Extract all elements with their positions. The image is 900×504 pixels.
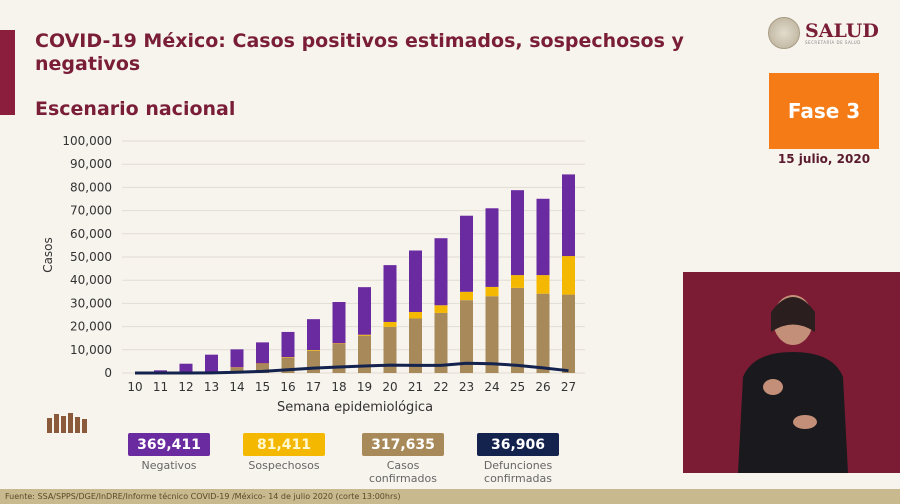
y-tick-label: 20,000: [70, 320, 112, 334]
bar-sospechosos: [332, 343, 346, 344]
total-sospechosos: 81,411: [243, 433, 325, 456]
y-tick-label: 90,000: [70, 157, 112, 171]
y-tick-label: 100,000: [62, 134, 112, 148]
x-tick-label: 16: [280, 380, 295, 394]
bar-negativos: [256, 342, 269, 364]
bar-negativos: [383, 265, 397, 322]
x-tick-label: 20: [382, 380, 397, 394]
bar-confirmados: [434, 312, 448, 373]
bar-sospechosos: [383, 321, 397, 327]
line-defunciones: [135, 361, 569, 375]
x-tick-label: 24: [484, 380, 499, 394]
y-tick-label: 60,000: [70, 227, 112, 241]
phase-badge: Fase 3: [769, 73, 879, 149]
y-tick-label: 70,000: [70, 204, 112, 218]
bar-confirmados: [230, 367, 244, 373]
bar-sospechosos: [562, 256, 575, 295]
bar-sospechosos: [485, 286, 499, 297]
y-tick-label: 40,000: [70, 273, 112, 287]
page-title: COVID-19 México: Casos positivos estimad…: [35, 30, 684, 75]
x-tick-label: 27: [561, 380, 576, 394]
logo-subtext: SECRETARÍA DE SALUD: [805, 39, 861, 45]
bar-sospechosos: [409, 311, 422, 319]
x-tick-label: 23: [459, 380, 474, 394]
bar-sospechosos: [307, 350, 320, 351]
bar-negativos: [281, 331, 295, 358]
bar-negativos: [434, 238, 448, 306]
bar-negativos: [205, 354, 218, 372]
bar-confirmados: [409, 318, 422, 373]
x-axis-label: Semana epidemiológica: [277, 400, 433, 415]
bar-confirmados: [511, 287, 524, 373]
y-tick-label: 50,000: [70, 250, 112, 264]
interpreter-figure: [738, 295, 848, 473]
bar-sospechosos: [281, 357, 295, 358]
x-tick-label: 18: [331, 380, 346, 394]
total-defunciones-confirmadas: 36,906: [477, 433, 559, 456]
y-tick-label: 30,000: [70, 296, 112, 310]
bar-negativos: [230, 349, 244, 368]
bar-negativos: [154, 370, 167, 373]
bar-sospechosos: [511, 275, 524, 288]
bar-sospechosos: [460, 291, 473, 301]
bar-negativos: [409, 250, 422, 312]
y-axis-label: Casos: [41, 237, 55, 273]
stacked-bar-chart: 0 10,000 20,000 30,000 40,000 50,000 60,000 70,…: [41, 134, 585, 415]
x-tick-label: 17: [306, 380, 321, 394]
x-tick-label: 26: [535, 380, 550, 394]
source-footer: Fuente: SSA/SPPS/DGE/InDRE/Informe técni…: [0, 489, 900, 504]
y-tick-label: 0: [104, 366, 112, 380]
bar-negativos: [485, 208, 499, 287]
x-tick-label: 15: [255, 380, 270, 394]
total-casos-confirmados: 317,635: [362, 433, 444, 456]
bar-sospechosos: [358, 334, 371, 336]
bar-negativos: [332, 302, 346, 344]
bar-negativos: [511, 190, 524, 276]
y-tick-label: 80,000: [70, 180, 112, 194]
total-label: Defunciones confirmadas: [483, 459, 553, 485]
x-tick-label: 12: [178, 380, 193, 394]
total-negativos: 369,411: [128, 433, 210, 456]
total-label: Negativos: [141, 459, 197, 472]
bar-negativos: [460, 215, 473, 292]
y-tick-label: 10,000: [70, 343, 112, 357]
bar-sospechosos: [434, 305, 448, 313]
sign-language-interpreter-video: [683, 272, 900, 473]
seal-icon: [768, 17, 800, 49]
x-tick-label: 19: [357, 380, 372, 394]
x-tick-label: 22: [433, 380, 448, 394]
accent-bar: [0, 30, 15, 115]
x-tick-label: 11: [153, 380, 168, 394]
bar-negativos: [179, 363, 193, 373]
bar-negativos: [358, 287, 371, 335]
bar-confirmados: [358, 335, 371, 373]
bar-negativos: [307, 319, 320, 351]
x-tick-label: 21: [408, 380, 423, 394]
page-subtitle: Escenario nacional: [35, 98, 236, 120]
total-label: Casos confirmados: [369, 459, 437, 485]
bar-sospechosos: [536, 275, 550, 294]
bar-confirmados: [485, 296, 499, 373]
date-label: 15 julio, 2020: [777, 152, 871, 166]
bar-confirmados: [383, 326, 397, 373]
x-tick-label: 14: [229, 380, 244, 394]
bar-confirmados: [562, 294, 575, 373]
bar-confirmados: [536, 293, 550, 373]
bar-negativos: [562, 174, 575, 257]
x-tick-label: 13: [204, 380, 219, 394]
bar-confirmados: [256, 363, 269, 373]
x-tick-label: 25: [510, 380, 525, 394]
bar-confirmados: [460, 300, 473, 373]
salud-logo: SALUD SECRETARÍA DE SALUD: [768, 17, 879, 49]
logo-text: SALUD: [805, 19, 879, 42]
total-label: Sospechosos: [248, 459, 320, 472]
decorative-figures-icon: [47, 413, 87, 433]
bar-negativos: [536, 198, 550, 276]
x-tick-label: 10: [127, 380, 142, 394]
